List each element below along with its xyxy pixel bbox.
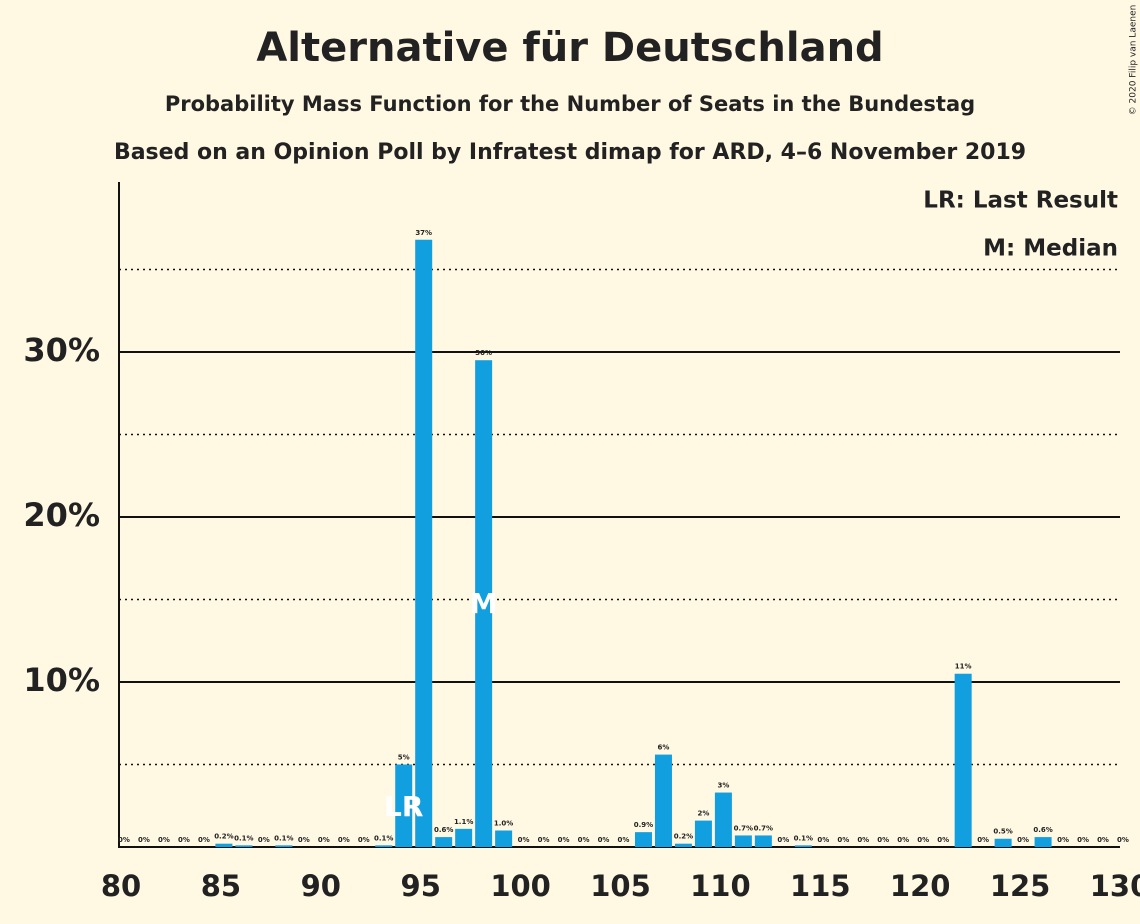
value-label: 0% [318,836,330,844]
value-label: 0.1% [274,834,293,842]
value-label: 0% [1017,836,1029,844]
x-tick-label: 105 [590,869,651,903]
value-label: 11% [955,663,972,671]
value-label: 1.0% [494,819,513,827]
value-label: 0% [578,836,590,844]
value-label: 6% [658,744,670,752]
last-result-marker: LR [384,790,423,823]
bar [754,835,772,847]
value-label: 0.7% [754,824,773,832]
bar [994,838,1012,847]
legend-entry: M: Median [983,236,1118,262]
bar [634,832,652,847]
x-tick-label: 130 [1090,869,1140,903]
value-label: 0% [977,836,989,844]
value-label: 0.1% [794,834,813,842]
value-label: 0% [618,836,630,844]
bar [495,830,513,847]
value-label: 0.6% [1033,826,1052,834]
value-label: 0% [1057,836,1069,844]
bar [455,828,473,847]
value-label: 0% [338,836,350,844]
value-label: 0% [937,836,949,844]
value-label: 0% [817,836,829,844]
bar [714,792,732,847]
copyright: © 2020 Filip van Laenen [1129,5,1139,116]
y-tick-label: 10% [23,661,100,699]
value-label: 0.9% [634,821,653,829]
chart-subtitle: Based on an Opinion Poll by Infratest di… [114,140,1026,165]
bar [415,239,433,848]
value-label: 0% [178,836,190,844]
value-label: 0.7% [734,824,753,832]
value-label: 37% [415,229,432,237]
x-tick-label: 115 [790,869,851,903]
y-tick-label: 30% [23,331,100,369]
value-label: 0% [358,836,370,844]
x-tick-label: 125 [990,869,1051,903]
value-label: 0% [837,836,849,844]
value-label: 0% [897,836,909,844]
value-label: 0% [558,836,570,844]
bar [734,835,752,847]
x-tick-label: 110 [690,869,751,903]
value-label: 0% [118,836,130,844]
value-label: 0% [538,836,550,844]
value-label: 5% [398,753,410,761]
value-label: 0% [158,836,170,844]
value-label: 0% [598,836,610,844]
bar [375,845,393,847]
bar [674,843,692,847]
value-label: 3% [717,782,729,790]
bar [475,360,493,847]
x-tick-label: 120 [890,869,951,903]
bar [654,754,672,847]
bar [275,845,293,847]
bar [694,820,712,847]
value-label: 30% [475,349,492,357]
value-label: 0% [258,836,270,844]
value-label: 1.1% [454,818,473,826]
bar [794,845,812,847]
median-marker: M [470,587,498,620]
x-tick-label: 80 [101,869,141,903]
value-label: 0.2% [674,833,693,841]
bar [954,673,972,847]
chart-title: Alternative für Deutschland [256,25,883,71]
value-label: 0% [518,836,530,844]
bar [235,845,253,847]
x-tick-label: 85 [201,869,241,903]
value-label: 0.2% [214,833,233,841]
value-label: 0% [917,836,929,844]
value-label: 0% [877,836,889,844]
bar [215,843,233,847]
value-label: 0% [777,836,789,844]
y-tick-label: 20% [23,496,100,534]
value-label: 0% [1077,836,1089,844]
value-label: 0.6% [434,826,453,834]
bar [395,764,413,847]
value-label: 0.5% [993,828,1012,836]
bar [1034,837,1052,847]
value-label: 0.1% [234,834,253,842]
value-label: 2% [697,810,709,818]
value-label: 0% [1097,836,1109,844]
value-label: 0.1% [374,834,393,842]
bar [435,837,453,847]
value-label: 0% [138,836,150,844]
value-label: 0% [298,836,310,844]
x-tick-label: 100 [490,869,551,903]
chart-subtitle: Probability Mass Function for the Number… [165,92,975,116]
legend-entry: LR: Last Result [923,188,1118,214]
x-tick-label: 95 [401,869,441,903]
value-label: 0% [198,836,210,844]
value-label: 0% [1117,836,1129,844]
x-tick-label: 90 [301,869,341,903]
value-label: 0% [857,836,869,844]
